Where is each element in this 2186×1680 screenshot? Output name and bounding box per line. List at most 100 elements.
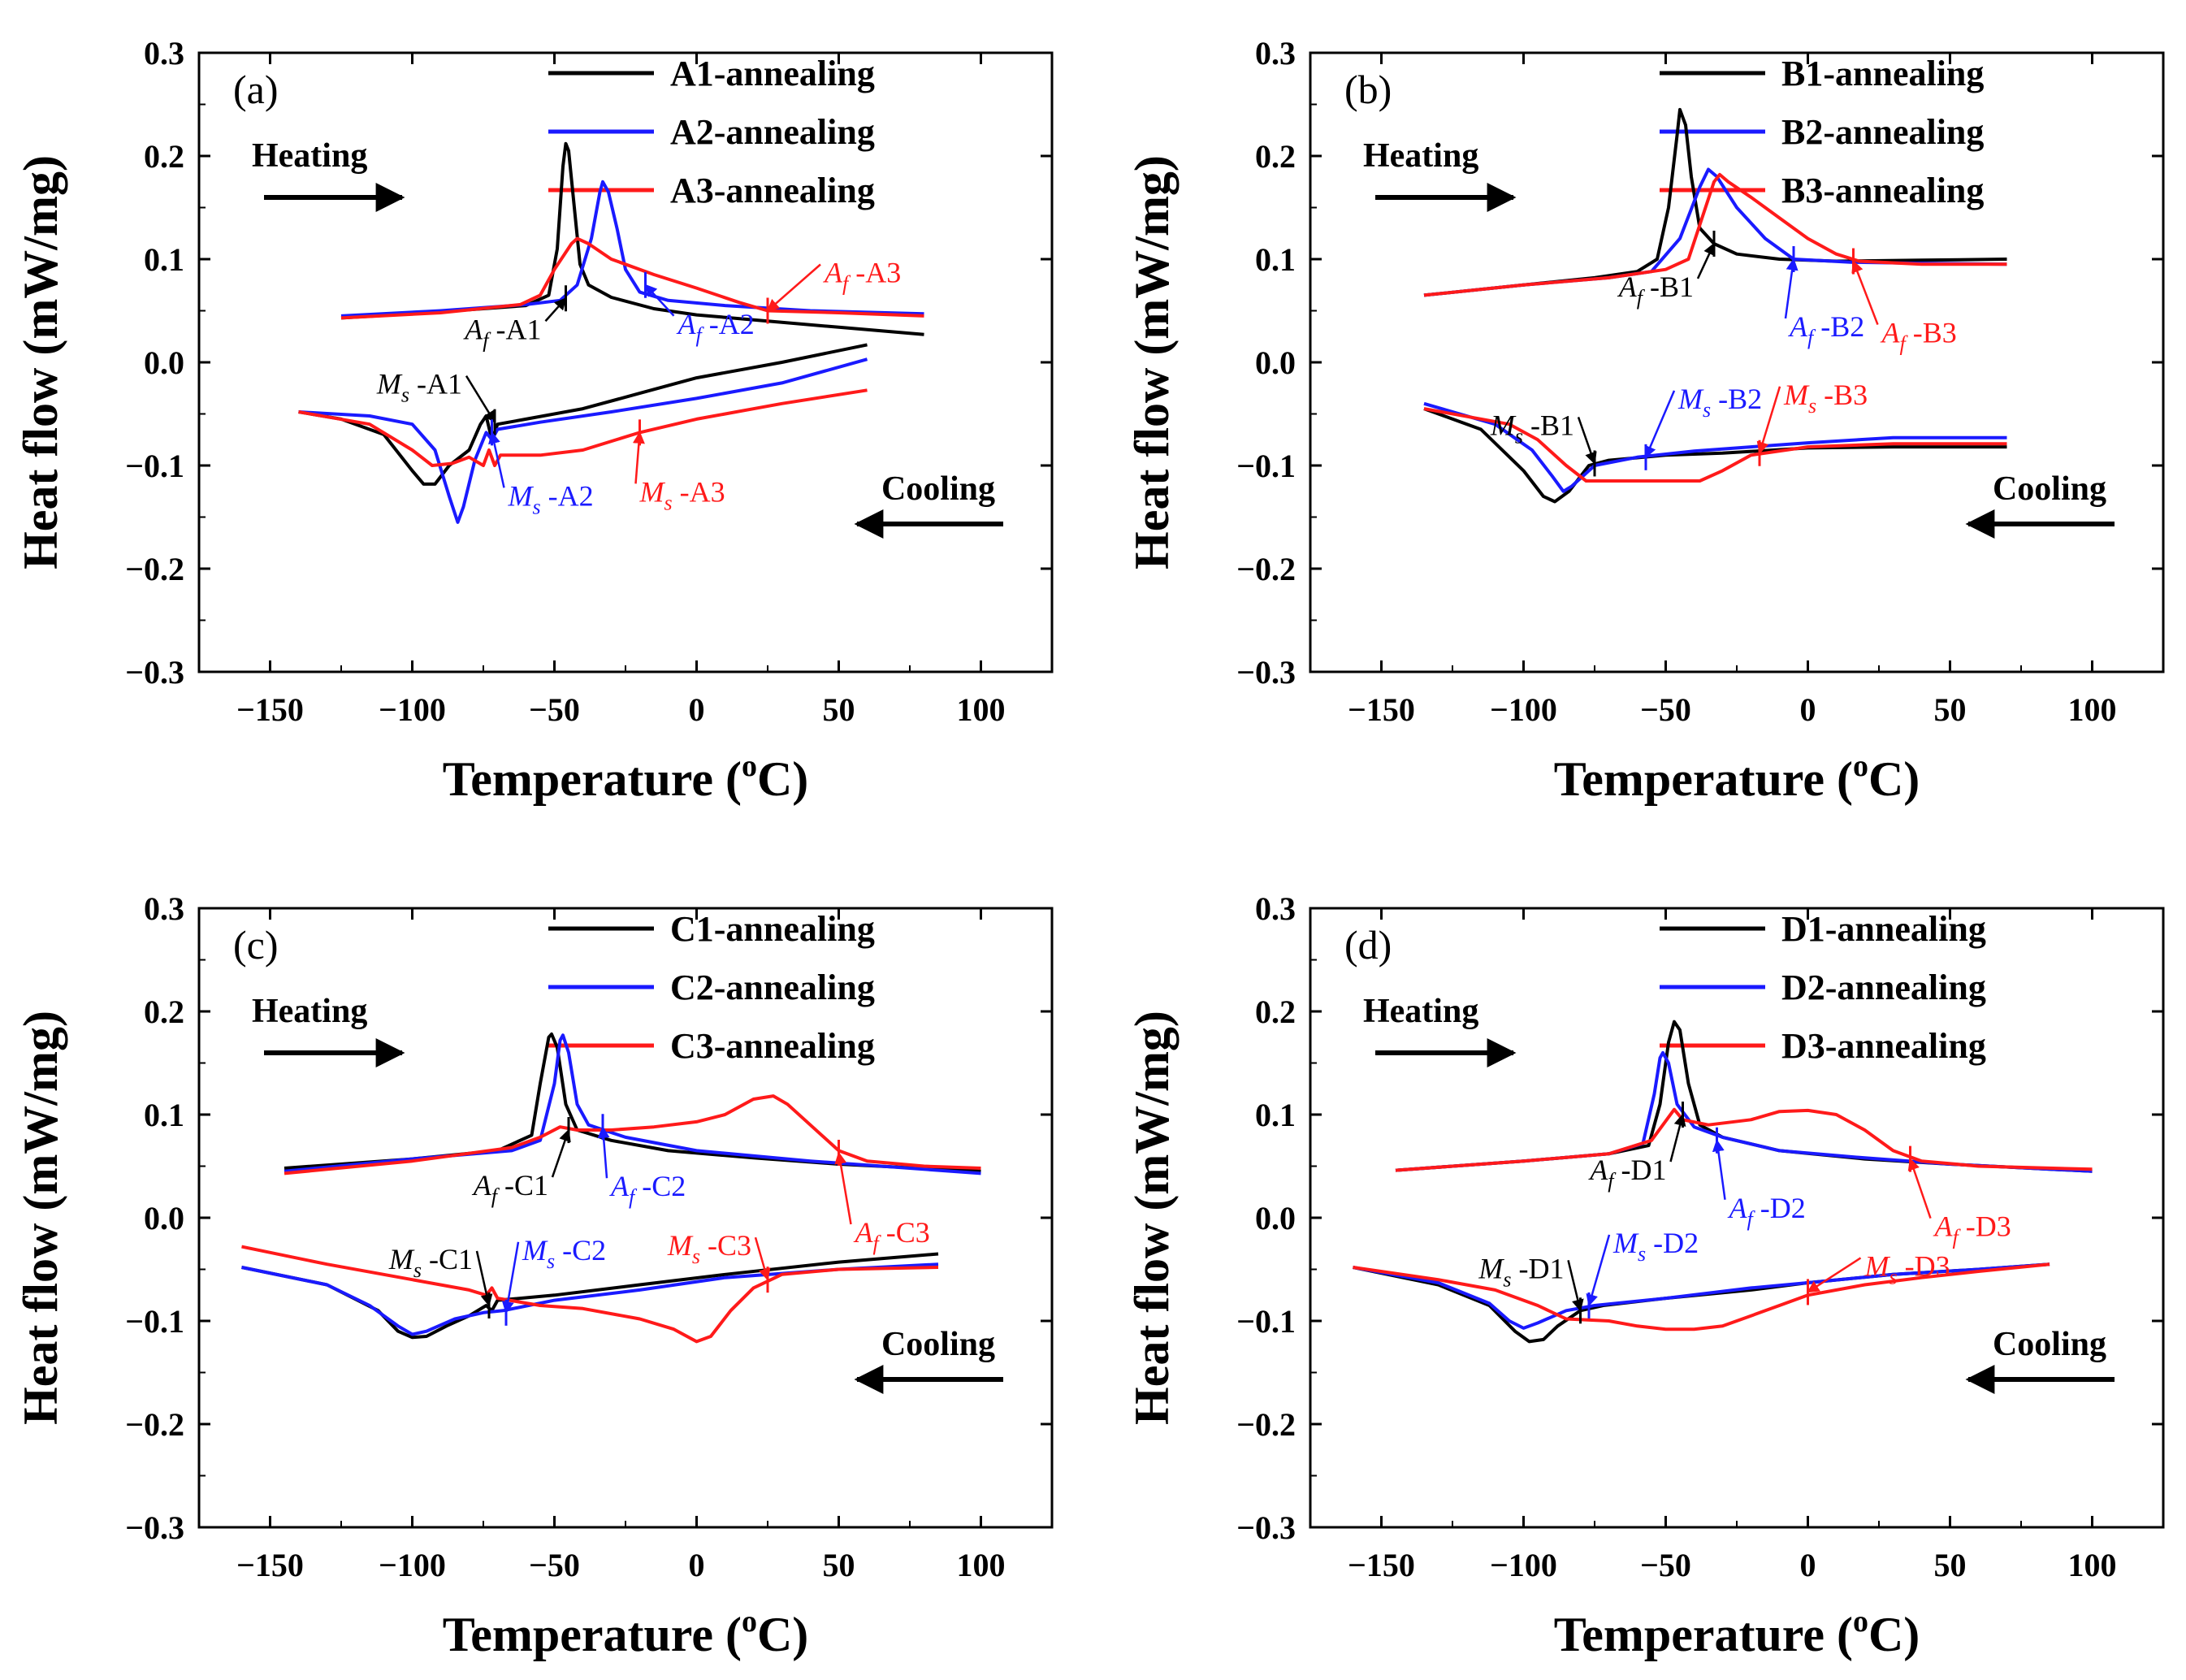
annotation-symbol: M bbox=[388, 1243, 415, 1275]
chart-panel-4: −150 −100 −50 0 50 100 −0.3 −0.2 −0.1 0.0 0.1 0.2 0.… bbox=[1125, 890, 2165, 1661]
heating-label: Heating bbox=[1363, 137, 1478, 175]
y-axis-title: Heat flow (mW/mg) bbox=[14, 1011, 67, 1425]
x-tick-label: 0 bbox=[689, 691, 705, 728]
heating-label: Heating bbox=[252, 993, 367, 1030]
annotation-subscript: s bbox=[664, 491, 673, 514]
x-tick-label: 100 bbox=[2068, 1547, 2117, 1583]
annotation-label: Af -D3 bbox=[1933, 1210, 2011, 1249]
annotation-subscript: f bbox=[1807, 326, 1816, 349]
annotation-arrow bbox=[1586, 1234, 1611, 1307]
annotation-suffix: -B1 bbox=[1643, 271, 1694, 303]
x-tick-label: −150 bbox=[236, 1547, 304, 1583]
annotation-suffix: -C1 bbox=[422, 1243, 473, 1275]
annotation-arrow bbox=[1712, 1139, 1726, 1200]
y-tick-label: −0.2 bbox=[125, 1406, 184, 1443]
legend-entry: C1-annealing bbox=[670, 909, 875, 949]
panel-label: (c) bbox=[233, 922, 279, 968]
series-line-heating bbox=[340, 180, 924, 318]
y-tick-label: −0.3 bbox=[125, 654, 184, 691]
cooling-label: Cooling bbox=[1993, 1326, 2106, 1363]
series-line-heating bbox=[1423, 172, 2007, 297]
legend-entry: B2-annealing bbox=[1781, 112, 1984, 152]
annotation-subscript: f bbox=[1747, 1207, 1756, 1231]
annotation-suffix: -D3 bbox=[1959, 1210, 2011, 1243]
x-tick-label: 0 bbox=[1800, 1547, 1816, 1583]
annotation-suffix: -D1 bbox=[1614, 1154, 1667, 1186]
y-axis-title: Heat flow (mW/mg) bbox=[1125, 1011, 1179, 1425]
annotation-suffix: -C2 bbox=[555, 1234, 606, 1266]
annotation-symbol: A bbox=[609, 1170, 630, 1202]
annotation-arrow bbox=[1907, 1158, 1932, 1219]
annotation-label: Af -B3 bbox=[1881, 317, 1957, 356]
annotation-label: Ms -B3 bbox=[1783, 379, 1868, 418]
annotation-symbol: A bbox=[1933, 1210, 1954, 1243]
annotation-arrow bbox=[501, 1241, 520, 1314]
annotation-suffix: -A2 bbox=[702, 308, 755, 340]
annotation-symbol: A bbox=[472, 1169, 492, 1202]
y-tick-label: 0.0 bbox=[144, 344, 184, 381]
annotation-suffix: -A3 bbox=[848, 257, 901, 289]
x-tick-label: 100 bbox=[957, 691, 1006, 728]
annotation-subscript: f bbox=[842, 272, 851, 296]
x-tick-label: −50 bbox=[529, 691, 580, 728]
annotation-subscript: s bbox=[1515, 424, 1523, 448]
annotation-arrow bbox=[488, 431, 505, 488]
annotation-suffix: -B2 bbox=[1711, 383, 1762, 415]
x-tick-label: −150 bbox=[236, 691, 304, 728]
annotation-subscript: s bbox=[533, 495, 541, 518]
y-tick-label: 0.2 bbox=[1255, 994, 1296, 1030]
x-tick-label: −150 bbox=[1348, 1547, 1415, 1583]
legend-entry: A1-annealing bbox=[670, 54, 875, 93]
annotation-arrow bbox=[551, 1128, 571, 1178]
annotation-label: Af -A3 bbox=[823, 257, 901, 296]
annotation-suffix: -D1 bbox=[1512, 1252, 1565, 1284]
annotation-label: Ms -C1 bbox=[388, 1243, 473, 1282]
x-tick-label: 0 bbox=[1800, 691, 1816, 728]
annotation-suffix: -B1 bbox=[1523, 409, 1574, 441]
x-axis-title-sup: o bbox=[742, 749, 757, 783]
y-tick-label: 0.0 bbox=[1255, 344, 1296, 381]
series-line-cooling bbox=[298, 388, 868, 467]
annotation-label: Ms -D1 bbox=[1478, 1252, 1564, 1291]
annotation-symbol: M bbox=[667, 1229, 694, 1262]
annotation-label: Af -B2 bbox=[1788, 310, 1864, 349]
annotation-suffix: -D2 bbox=[1646, 1227, 1699, 1259]
panel-label: (a) bbox=[233, 67, 279, 112]
chart-panel-2: −150 −100 −50 0 50 100 −0.3 −0.2 −0.1 0.0 0.1 0.2 0.… bbox=[1125, 35, 2165, 806]
legend-entry: A3-annealing bbox=[670, 171, 875, 210]
y-tick-label: 0.1 bbox=[144, 1097, 184, 1133]
annotation-subscript: s bbox=[1638, 1242, 1646, 1266]
x-tick-label: −100 bbox=[1490, 691, 1557, 728]
annotation-arrow bbox=[1756, 386, 1781, 455]
annotation-label: Af -C3 bbox=[854, 1216, 930, 1255]
annotation-symbol: M bbox=[522, 1234, 548, 1266]
annotation-label: Ms -B2 bbox=[1677, 383, 1762, 422]
y-tick-label: −0.1 bbox=[125, 448, 184, 484]
annotation-arrow bbox=[1644, 390, 1676, 459]
annotation-subscript: f bbox=[1637, 286, 1646, 310]
annotation-suffix: -D2 bbox=[1753, 1192, 1806, 1224]
series-line-cooling bbox=[1423, 407, 2007, 483]
annotation-subscript: f bbox=[491, 1184, 500, 1208]
cooling-label: Cooling bbox=[1993, 470, 2106, 508]
annotation-label: Af -C2 bbox=[609, 1170, 686, 1209]
y-tick-label: −0.1 bbox=[1236, 448, 1296, 484]
x-tick-label: 50 bbox=[1934, 1547, 1967, 1583]
cooling-label: Cooling bbox=[881, 1326, 995, 1363]
annotation-subscript: f bbox=[1953, 1226, 1962, 1249]
x-tick-label: −100 bbox=[379, 1547, 446, 1583]
legend-entry: C3-annealing bbox=[670, 1026, 875, 1066]
annotation-subscript: s bbox=[547, 1249, 555, 1273]
x-axis-title-end: C) bbox=[1868, 752, 1920, 806]
panel-label: (d) bbox=[1344, 922, 1392, 968]
annotation-arrow bbox=[1567, 1260, 1584, 1312]
annotation-subscript: f bbox=[483, 328, 491, 352]
series-line-cooling bbox=[1353, 1262, 2050, 1331]
y-tick-label: 0.0 bbox=[1255, 1200, 1296, 1236]
x-axis-title-sup: o bbox=[1853, 1604, 1868, 1639]
x-axis-title: Temperature (oC) bbox=[1554, 1604, 1920, 1661]
x-tick-label: −100 bbox=[379, 691, 446, 728]
annotation-symbol: A bbox=[823, 257, 843, 289]
y-axis-title: Heat flow (mW/mg) bbox=[14, 155, 67, 569]
annotation-label: Ms -A3 bbox=[639, 475, 725, 514]
